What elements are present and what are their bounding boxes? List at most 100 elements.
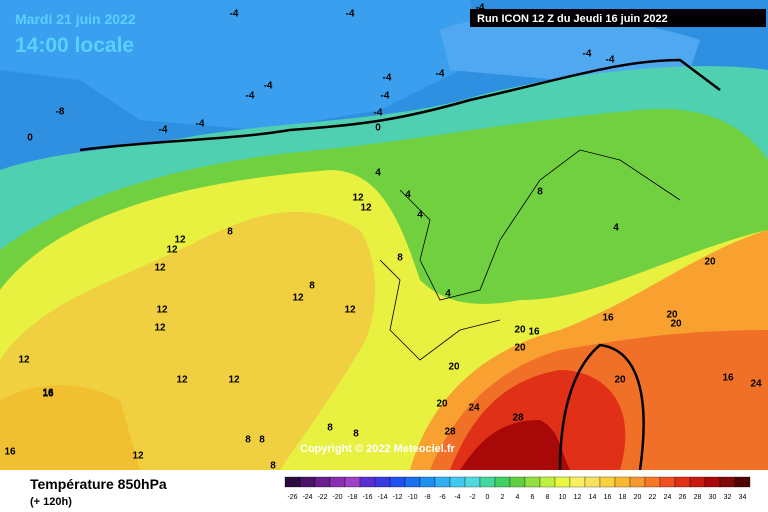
cold-zone <box>0 0 480 130</box>
isotherm-label: -4 <box>230 9 239 20</box>
isotherm-label: -4 <box>159 125 168 136</box>
colorbar-tick-label: -18 <box>347 494 357 501</box>
isotherm-label: 12 <box>344 305 356 316</box>
isotherm-label: 12 <box>174 235 186 246</box>
colorbar-swatch <box>539 476 556 488</box>
colorbar-swatch <box>644 476 661 488</box>
isotherm-label: 28 <box>444 427 456 438</box>
colorbar-swatch <box>344 476 361 488</box>
isotherm-label: 28 <box>512 413 524 424</box>
isotherm-label: 16 <box>42 388 54 399</box>
colorbar-tick-label: 10 <box>559 494 567 501</box>
colorbar-swatch <box>449 476 466 488</box>
isotherm-label: 8 <box>245 435 251 446</box>
colorbar-swatch <box>719 476 736 488</box>
isotherm-label: -4 <box>606 55 615 66</box>
isotherm-label: 8 <box>259 435 265 446</box>
isotherm-label: 16 <box>4 447 16 458</box>
colorbar-tick-label: -12 <box>392 494 402 501</box>
colorbar-swatch <box>629 476 646 488</box>
time: 14:00 locale <box>15 34 134 57</box>
colorbar-tick-label: 0 <box>486 494 490 501</box>
isotherm-label: 20 <box>436 399 448 410</box>
colorbar-swatch <box>359 476 376 488</box>
colorbar-tick-label: 28 <box>694 494 702 501</box>
isotherm-label: 8 <box>397 253 403 264</box>
date: Mardi 21 juin 2022 <box>15 11 136 27</box>
isotherm-label: 4 <box>445 289 451 300</box>
colorbar-swatch <box>374 476 391 488</box>
isotherm-label: -4 <box>383 73 392 84</box>
isotherm-label: -4 <box>436 69 445 80</box>
isotherm-label: 16 <box>42 389 54 400</box>
colorbar-swatch <box>509 476 526 488</box>
isotherm-label: -4 <box>246 91 255 102</box>
colorbar-tick-label: 14 <box>589 494 597 501</box>
isotherm-label: 12 <box>132 451 144 462</box>
colorbar-swatch <box>329 476 346 488</box>
colorbar-swatch <box>614 476 631 488</box>
colorbar-tick-label: -14 <box>377 494 387 501</box>
isotherm-label: 8 <box>353 429 359 440</box>
colorbar-tick-label: 32 <box>724 494 732 501</box>
colorbar-tick-label: 4 <box>516 494 520 501</box>
isotherm-label: 12 <box>292 293 304 304</box>
footer-title: Température 850hPa <box>30 476 167 492</box>
colorbar-tick-label: -26 <box>287 494 297 501</box>
isotherm-label: 20 <box>514 325 526 336</box>
colorbar-swatch <box>314 476 331 488</box>
colorbar-tick-label: -2 <box>469 494 475 501</box>
isotherm-label: -4 <box>196 119 205 130</box>
colorbar-tick-label: 30 <box>709 494 717 501</box>
isotherm-label: -4 <box>346 9 355 20</box>
isotherm-label: -4 <box>583 49 592 60</box>
colorbar-swatch <box>284 476 301 488</box>
warm-zone <box>0 385 140 470</box>
colorbar-swatch <box>389 476 406 488</box>
colorbar-tick-label: 24 <box>664 494 672 501</box>
colorbar-tick-label: 12 <box>574 494 582 501</box>
isotherm-label: -4 <box>374 108 383 119</box>
colorbar-swatch <box>674 476 691 488</box>
colorbar-tick-label: -4 <box>454 494 460 501</box>
isotherm-label: 4 <box>375 168 381 179</box>
colorbar-swatch <box>479 476 496 488</box>
colorbar-swatch <box>299 476 316 488</box>
colorbar-swatch <box>569 476 586 488</box>
copyright: Copyright © 2022 Meteociel.fr <box>300 443 456 455</box>
colorbar-swatch <box>419 476 436 488</box>
colorbar-tick-label: 20 <box>634 494 642 501</box>
isotherm-label: 12 <box>228 375 240 386</box>
isotherm-label: 0 <box>375 123 381 134</box>
isotherm-label: 12 <box>176 375 188 386</box>
colorbar-tick-label: -10 <box>407 494 417 501</box>
colorbar-tick-label: 8 <box>546 494 550 501</box>
colorbar-tick-label: 16 <box>604 494 612 501</box>
colorbar-swatch <box>404 476 421 488</box>
colorbar-swatch <box>734 476 751 488</box>
colorbar-tick-label: 26 <box>679 494 687 501</box>
colorbar-swatch <box>494 476 511 488</box>
colorbar-swatch <box>689 476 706 488</box>
isotherm-label: 20 <box>666 310 678 321</box>
isotherm-label: 4 <box>613 223 619 234</box>
colorbar-tick-label: 34 <box>739 494 747 501</box>
isotherm-label: 12 <box>154 263 166 274</box>
isotherm-label: 12 <box>360 203 372 214</box>
isotherm-label: 12 <box>352 193 364 204</box>
isotherm-label: 8 <box>309 281 315 292</box>
colorbar-swatch <box>704 476 721 488</box>
isotherm-label: -4 <box>476 3 485 14</box>
isotherm-label: 12 <box>18 355 30 366</box>
colorbar-swatch <box>599 476 616 488</box>
colorbar-swatch <box>464 476 481 488</box>
isotherm-label: 16 <box>528 327 540 338</box>
isotherm-label: 20 <box>514 343 526 354</box>
isotherm-label: -4 <box>264 81 273 92</box>
colorbar-swatch <box>434 476 451 488</box>
zero-isotherm <box>79 58 721 152</box>
isotherm-label: 20 <box>614 375 626 386</box>
isotherm-label: 12 <box>156 305 168 316</box>
isotherm-label: 0 <box>27 133 33 144</box>
colorbar-swatch <box>659 476 676 488</box>
